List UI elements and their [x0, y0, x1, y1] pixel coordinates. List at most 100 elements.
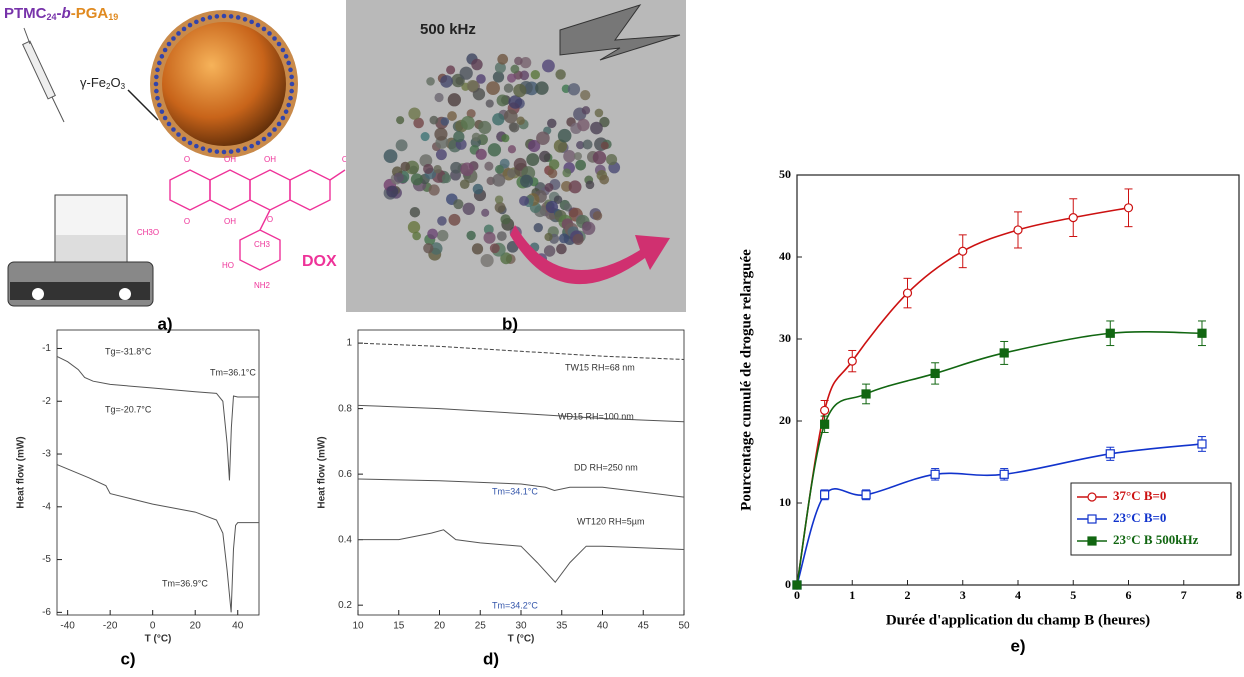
grain	[427, 228, 438, 240]
marker	[861, 389, 871, 399]
grain	[472, 87, 486, 101]
y-tick-label: -1	[42, 343, 51, 354]
series-line	[56, 355, 259, 481]
x-tick-label: 30	[515, 621, 527, 632]
atom-label: O	[267, 215, 273, 224]
nanoparticle	[235, 15, 241, 20]
y-tick-label: 0	[785, 577, 791, 591]
x-tick-label: 35	[556, 621, 568, 632]
x-tick-label: 40	[597, 621, 609, 632]
grain	[497, 53, 509, 65]
marker	[792, 580, 802, 590]
nanoparticle	[261, 26, 267, 32]
nanoparticle	[194, 143, 199, 149]
y-tick-label: 40	[779, 249, 791, 263]
tem-particles	[383, 53, 621, 268]
annotation: Tm=36.1°C	[210, 367, 256, 377]
grain	[548, 159, 560, 170]
grain	[553, 195, 563, 205]
y-tick-label: -2	[42, 396, 51, 407]
grain	[496, 94, 509, 107]
charts: -40 -20 0 20 40-1-2-3-4-5-6T (°C)Heat flow (…	[16, 167, 1242, 669]
grain	[440, 75, 453, 88]
grain	[494, 195, 504, 204]
vesicle-core	[162, 22, 286, 146]
grain	[507, 145, 517, 154]
panel-label: b)	[502, 314, 518, 333]
x-tick-label: 2	[905, 588, 911, 602]
nanoparticle	[187, 22, 193, 28]
grain	[413, 117, 424, 129]
nanoparticle	[249, 143, 254, 149]
legend-marker	[1087, 536, 1097, 546]
atom-label: O	[184, 217, 190, 226]
nanoparticle	[288, 67, 293, 73]
nanoparticles	[153, 13, 295, 155]
grain	[453, 199, 464, 210]
x-axis-label: Durée d'application du champ B (heures)	[886, 612, 1150, 628]
plot-frame	[56, 329, 260, 616]
annotation: WT120 RH=5µm	[577, 516, 644, 526]
legend-marker	[1087, 492, 1097, 502]
grain	[446, 65, 456, 75]
grain	[434, 127, 448, 141]
nanoparticle	[289, 88, 294, 94]
nanoparticle	[286, 60, 291, 66]
grain	[575, 159, 586, 171]
nanoparticle	[242, 17, 248, 22]
nanoparticle	[228, 149, 234, 154]
grain	[472, 183, 484, 195]
marker	[820, 490, 830, 500]
nanoparticle	[221, 13, 227, 19]
grain	[426, 77, 435, 86]
nanoparticle	[154, 88, 159, 94]
y-tick-label: 30	[779, 331, 791, 345]
grain	[459, 179, 470, 190]
nanoparticle	[242, 146, 248, 151]
grain	[553, 139, 568, 153]
y-axis-label: Heat flow (mW)	[16, 436, 27, 508]
grain	[485, 99, 494, 108]
grain	[568, 180, 582, 194]
t: O	[110, 75, 120, 90]
x-tick-label: 4	[1015, 588, 1021, 602]
t: -	[71, 5, 76, 22]
nanoparticle	[200, 17, 206, 22]
grain	[544, 232, 553, 242]
y-tick-label: -4	[42, 501, 51, 512]
grain	[547, 118, 557, 129]
nanoparticle	[157, 60, 162, 66]
nanoparticle	[162, 47, 168, 53]
grain	[428, 184, 440, 196]
grain	[562, 168, 572, 178]
grain	[539, 150, 551, 163]
marker	[847, 356, 857, 366]
series-line	[357, 404, 685, 423]
grain	[500, 252, 513, 265]
x-tick-label: 0	[150, 621, 156, 632]
atom-label: O	[342, 155, 348, 164]
x-tick-label: -20	[103, 621, 118, 632]
grain	[434, 92, 444, 103]
nanoparticle	[255, 22, 261, 28]
grain	[543, 245, 556, 257]
grain	[600, 141, 609, 150]
grain	[447, 111, 457, 121]
annotation: Tg=-31.8°C	[105, 346, 152, 356]
grain	[412, 231, 421, 241]
nanoparticle	[207, 148, 213, 153]
nanoparticle	[155, 95, 160, 101]
grain	[466, 230, 476, 241]
y-tick-label: 0.8	[338, 403, 352, 414]
atom-label: OH	[264, 155, 276, 164]
y-tick-label: 20	[779, 413, 791, 427]
grain	[592, 211, 603, 221]
nanoparticle	[214, 149, 220, 154]
nanoparticle	[272, 36, 277, 41]
grain	[533, 222, 543, 233]
grain	[483, 231, 496, 244]
field-bolt	[559, 4, 681, 61]
marker	[1068, 213, 1078, 223]
grain	[556, 243, 567, 255]
x-tick-label: 45	[638, 621, 650, 632]
